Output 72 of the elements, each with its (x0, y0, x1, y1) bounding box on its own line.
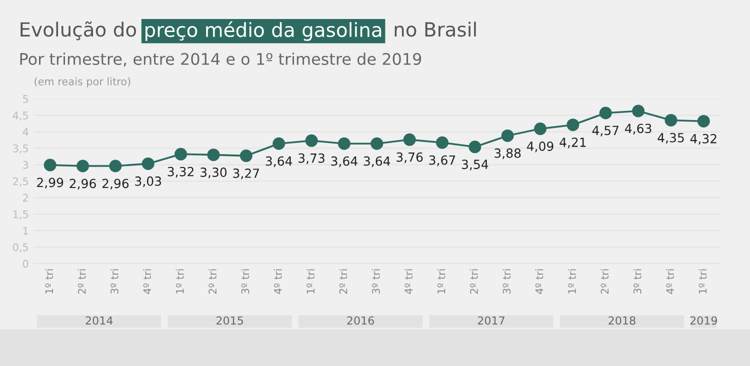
point (207, 148, 220, 162)
point (468, 140, 482, 154)
data-label: 3,03 (135, 176, 162, 188)
x-tick-label: 4º tri (143, 269, 151, 294)
x-tick-label: 3º tri (633, 269, 642, 294)
point (436, 136, 448, 149)
x-tick-label: 2º tri (339, 269, 348, 294)
data-label: 3,73 (298, 153, 324, 164)
point (632, 104, 645, 118)
x-tick-label: 1º tri (176, 269, 184, 294)
data-label: 4,35 (658, 132, 684, 144)
x-tick-label: 2º tri (600, 269, 608, 294)
point (599, 106, 612, 120)
point (697, 114, 710, 128)
data-label: 4,09 (526, 142, 554, 152)
point (566, 118, 580, 132)
text: 2015 (216, 316, 243, 325)
data-label: 2,99 (37, 178, 64, 188)
point (174, 148, 188, 160)
text: 2014 (86, 316, 113, 325)
x-tick-label: 1º tri (568, 269, 576, 294)
x-tick-label: 2º tri (78, 269, 86, 294)
data-label: 4,63 (625, 124, 652, 134)
data-label: 3,64 (266, 156, 292, 168)
point (109, 160, 122, 172)
x-tick-label: 1º tri (437, 269, 446, 294)
x-tick-label: 1º tri (698, 269, 707, 294)
data-label: 3,30 (200, 168, 227, 178)
data-label: 3,67 (429, 155, 456, 166)
x-tick-label: 3º tri (241, 269, 250, 294)
data-label: 3,88 (494, 148, 521, 160)
data-label: 3,64 (364, 156, 390, 168)
text: (em reais por litro) (34, 77, 130, 88)
text: 2016 (347, 316, 374, 325)
point (142, 157, 154, 170)
x-tick-label: 4º tri (274, 269, 282, 294)
point (501, 129, 514, 142)
chart-subtitle: Por trimestre, entre 2014 e o 1º trimestre de 2019 (20, 52, 422, 67)
text: 2018 (608, 316, 636, 325)
x-tick-label: 1º tri (306, 269, 314, 294)
data-label: 3,76 (396, 152, 423, 164)
point (272, 137, 286, 150)
data-label: 3,32 (168, 166, 194, 178)
data-label: 2,96 (70, 178, 96, 190)
data-label: 2,96 (102, 178, 129, 190)
data-label: 4,32 (690, 134, 716, 145)
point (338, 137, 350, 150)
data-label: 4,21 (560, 138, 586, 148)
chart-title: Evolução do preço médio da gasolina no Brasil (20, 21, 476, 41)
point (534, 122, 547, 136)
x-tick-label: 3º tri (372, 269, 380, 294)
data-label: 3,27 (233, 168, 260, 180)
data-label: 3,54 (462, 160, 488, 170)
point (370, 137, 384, 150)
x-tick-label: 4º tri (666, 269, 674, 294)
x-tick-label: 4º tri (535, 269, 544, 294)
point (305, 134, 318, 147)
text: 2019 (690, 316, 718, 325)
point (76, 160, 90, 172)
point (664, 114, 678, 126)
point (44, 158, 56, 172)
text: 2017 (478, 316, 504, 325)
x-tick-label: 1º tri (45, 269, 53, 294)
data-label: 4,57 (592, 126, 618, 136)
x-tick-label: 4º tri (404, 269, 412, 294)
point (403, 133, 416, 146)
x-tick-label: 3º tri (502, 269, 511, 294)
x-tick-label: 2º tri (470, 269, 478, 294)
data-label: 3,64 (331, 156, 358, 168)
x-tick-label: 2º tri (208, 269, 216, 294)
x-tick-label: 3º tri (110, 269, 118, 294)
point (240, 150, 252, 162)
